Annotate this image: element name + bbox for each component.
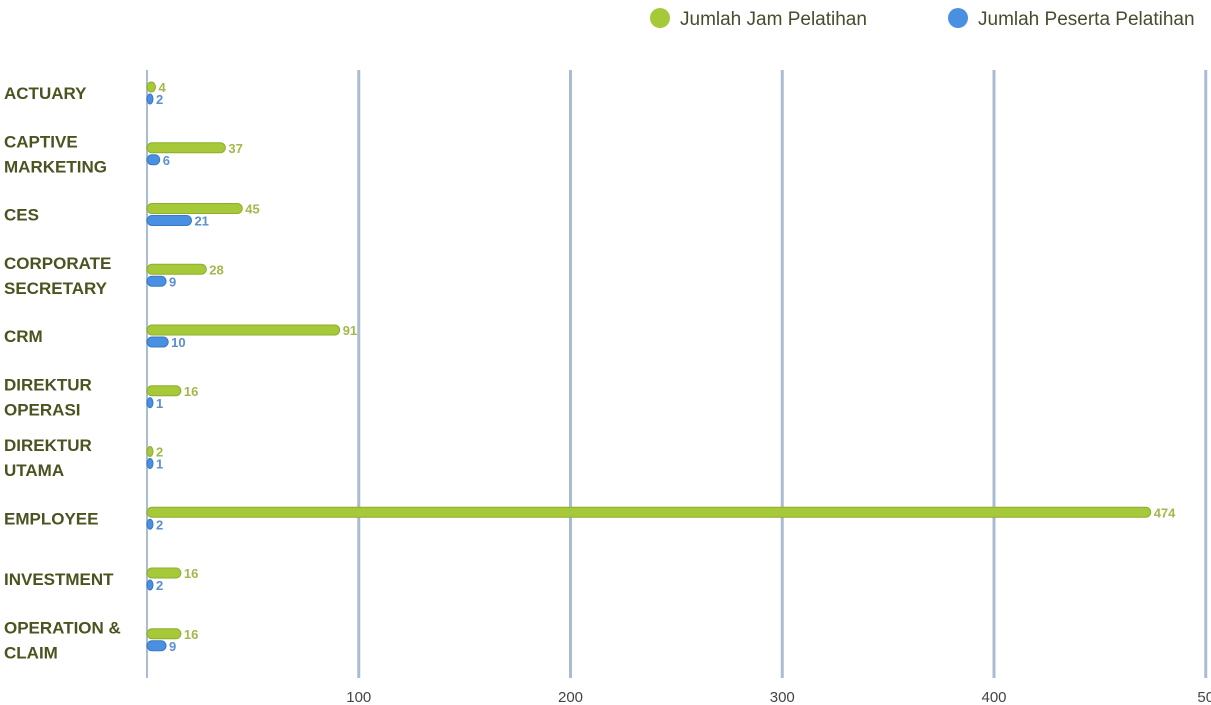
- bar-value-label: 9: [169, 274, 176, 289]
- category-label: UTAMA: [4, 461, 64, 480]
- bar-jam-pelatihan: [146, 203, 243, 214]
- bar-peserta-pelatihan: [146, 93, 154, 105]
- bar-jam-pelatihan: [146, 263, 207, 275]
- bar-value-label: 10: [171, 335, 185, 350]
- bar-peserta-pelatihan: [146, 518, 154, 530]
- bar-peserta-pelatihan: [146, 154, 161, 166]
- bar-value-label: 1: [156, 457, 163, 472]
- bar-jam-pelatihan: [146, 385, 182, 397]
- bar-value-label: 2: [156, 517, 163, 532]
- category-label: CLAIM: [4, 643, 58, 662]
- bar-value-label: 91: [343, 323, 357, 338]
- x-tick-label: 300: [770, 689, 795, 705]
- bar-peserta-pelatihan: [146, 215, 192, 226]
- bar-peserta-pelatihan: [146, 397, 154, 409]
- legend-marker: [948, 8, 968, 28]
- bar-jam-pelatihan: [146, 324, 341, 336]
- legend-entry: Jumlah Jam Pelatihan: [680, 9, 867, 30]
- bar-jam-pelatihan: [146, 81, 156, 93]
- x-tick-label: 400: [981, 689, 1006, 705]
- category-label: DIREKTUR: [4, 436, 92, 455]
- bar-value-label: 21: [194, 214, 208, 229]
- bar-value-label: 16: [184, 627, 198, 642]
- category-label: INVESTMENT: [4, 570, 114, 589]
- bar-peserta-pelatihan: [146, 275, 167, 287]
- bar-peserta-pelatihan: [146, 579, 154, 591]
- bar-jam-pelatihan: [146, 628, 182, 640]
- bar-value-label: 16: [184, 566, 198, 581]
- category-label: DIREKTUR: [4, 375, 92, 394]
- bar-value-label: 2: [156, 445, 163, 460]
- category-label: EMPLOYEE: [4, 509, 98, 528]
- bar-value-label: 1: [156, 396, 163, 411]
- bar-value-label: 28: [209, 262, 223, 277]
- bar-value-label: 474: [1154, 505, 1176, 520]
- category-label: CES: [4, 206, 39, 225]
- bar-value-label: 2: [156, 92, 163, 107]
- bar-jam-pelatihan: [146, 142, 226, 154]
- category-label: MARKETING: [4, 157, 107, 176]
- x-tick-label: 50: [1197, 689, 1211, 705]
- x-tick-label: 100: [346, 689, 371, 705]
- bar-value-label: 6: [163, 153, 170, 168]
- bar-peserta-pelatihan: [146, 336, 169, 348]
- bar-value-label: 37: [228, 141, 242, 156]
- bar-jam-pelatihan: [146, 446, 154, 457]
- category-label: OPERASI: [4, 400, 81, 419]
- bar-value-label: 16: [184, 384, 198, 399]
- bar-peserta-pelatihan: [146, 458, 154, 469]
- bar-value-label: 9: [169, 639, 176, 654]
- bar-peserta-pelatihan: [146, 640, 167, 652]
- bar-jam-pelatihan: [146, 567, 182, 579]
- category-label: SECRETARY: [4, 279, 108, 298]
- category-label: CAPTIVE: [4, 132, 78, 151]
- legend-marker: [650, 8, 670, 28]
- bar-value-label: 4: [158, 80, 166, 95]
- category-label: OPERATION &: [4, 618, 121, 637]
- x-tick-label: 200: [558, 689, 583, 705]
- legend-entry: Jumlah Peserta Pelatihan: [978, 9, 1195, 30]
- category-label: ACTUARY: [4, 84, 87, 103]
- bar-value-label: 45: [245, 202, 259, 217]
- bar-jam-pelatihan: [146, 506, 1152, 518]
- category-label: CORPORATE: [4, 254, 111, 273]
- category-label: CRM: [4, 327, 43, 346]
- bar-value-label: 2: [156, 578, 163, 593]
